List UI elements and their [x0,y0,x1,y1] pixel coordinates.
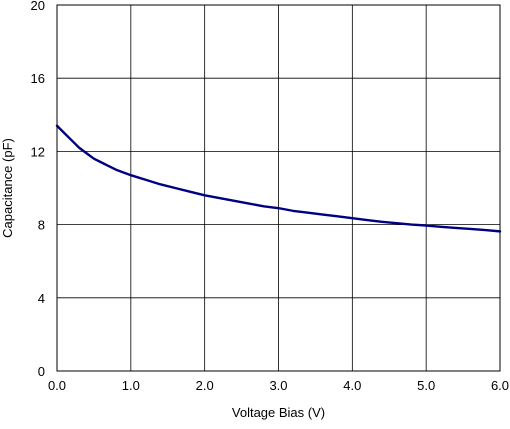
x-tick-label: 3.0 [269,378,287,393]
x-tick-label: 2.0 [196,378,214,393]
y-axis-label: Capacitance (pF) [0,138,15,238]
x-tick-labels: 0.0 1.0 2.0 3.0 4.0 5.0 6.0 [48,378,509,393]
y-tick-label: 16 [31,71,45,86]
y-tick-label: 20 [31,0,45,13]
y-tick-label: 12 [31,144,45,159]
y-tick-label: 8 [38,218,45,233]
x-tick-label: 5.0 [417,378,435,393]
x-tick-label: 6.0 [491,378,509,393]
capacitance-series-line [55,124,502,233]
x-tick-label: 0.0 [48,378,66,393]
x-tick-label: 4.0 [343,378,361,393]
y-tick-labels: 0 4 8 12 16 20 [31,0,45,379]
grid-lines [56,4,501,372]
x-axis-label: Voltage Bias (V) [232,405,325,420]
plot-area-frame [56,4,501,372]
series-lines [55,124,502,233]
y-tick-label: 0 [38,364,45,379]
y-tick-label: 4 [38,291,45,306]
x-tick-label: 1.0 [122,378,140,393]
